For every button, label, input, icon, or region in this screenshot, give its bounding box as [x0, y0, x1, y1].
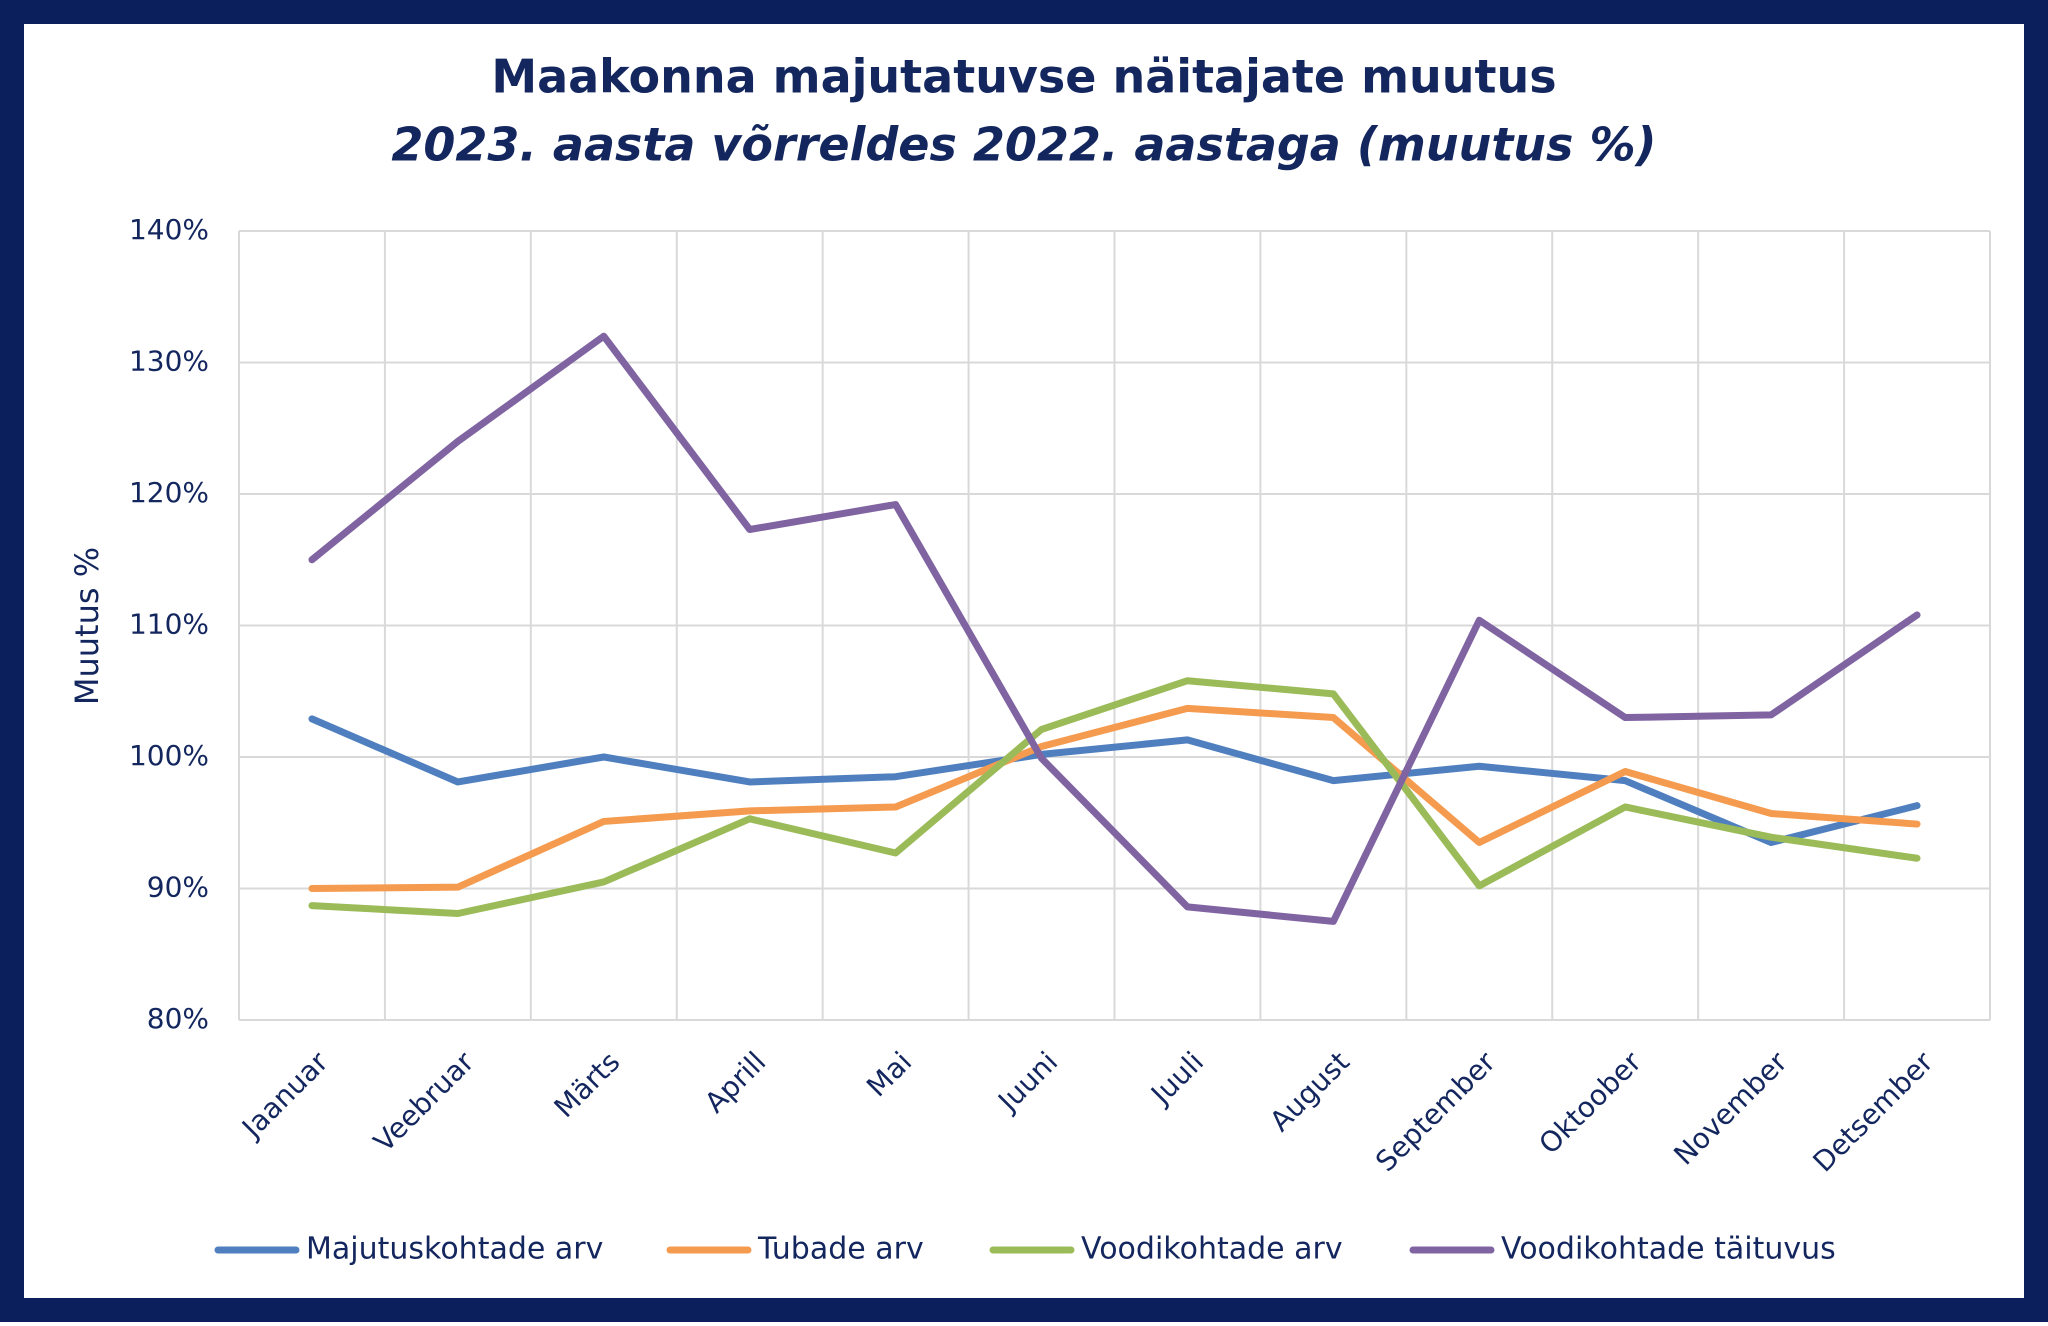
series-line: [308, 715, 1921, 846]
legend-label: Majutuskohtade arv: [306, 1232, 603, 1267]
chart-title: Maakonna majutatuvse näitajate muutus: [491, 50, 1556, 104]
series-line: [308, 704, 1921, 892]
legend-label: Tubade arv: [757, 1232, 924, 1267]
y-tick-label: 100%: [129, 739, 209, 772]
y-tick-label: 80%: [147, 1002, 209, 1035]
y-tick-label: 130%: [129, 345, 209, 378]
y-tick-label: 120%: [129, 476, 209, 509]
y-tick-label: 110%: [129, 608, 209, 641]
chart-subtitle: 2023. aasta võrreldes 2022. aastaga (muu…: [391, 118, 1656, 172]
y-axis-title: Muutus %: [68, 547, 106, 705]
y-tick-label: 90%: [147, 871, 209, 904]
series-line: [308, 677, 1921, 917]
series-line: [308, 332, 1921, 925]
y-tick-label: 140%: [129, 213, 209, 246]
legend-label: Voodikohtade täituvus: [1501, 1232, 1836, 1267]
legend-label: Voodikohtade arv: [1081, 1232, 1343, 1267]
